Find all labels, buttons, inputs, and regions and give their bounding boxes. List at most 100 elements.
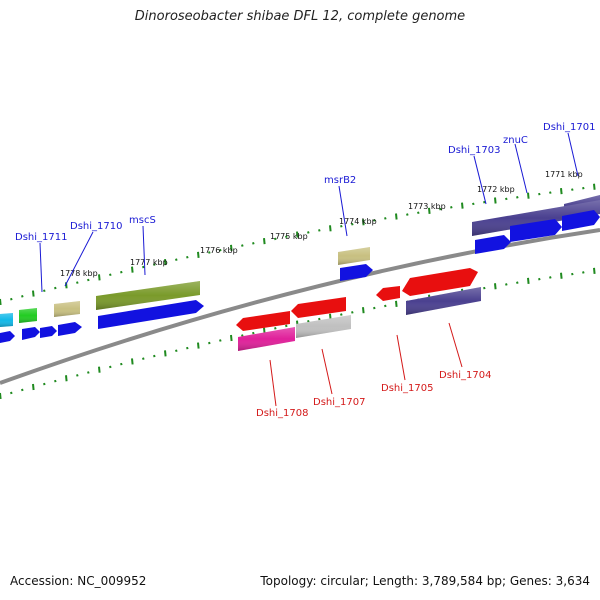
major-tick: [296, 231, 299, 238]
kbp-labels: 1771 kbp 1772 kbp 1773 kbp 1774 kbp 1775…: [60, 170, 583, 278]
kbp-label-1776: 1776 kbp: [200, 246, 238, 255]
minor-tick: [373, 306, 376, 310]
major-tick: [230, 244, 233, 251]
minor-tick: [483, 200, 486, 204]
minor-tick: [285, 324, 288, 328]
minor-tick: [87, 278, 90, 282]
gene-label-dshi-1701: Dshi_1701: [543, 122, 595, 133]
minor-tick: [208, 341, 211, 345]
major-tick: [494, 197, 497, 204]
gene-feature-dshi-1707[interactable]: [291, 297, 351, 338]
kbp-label-1777: 1777 kbp: [130, 258, 168, 267]
map-title: Dinoroseobacter shibae DFL 12, complete …: [134, 9, 466, 24]
minor-tick: [10, 391, 13, 395]
gene-feature-dshi-1710-top[interactable]: [54, 301, 80, 317]
gene-label-dshi-1704: Dshi_1704: [439, 370, 491, 381]
minor-tick: [340, 224, 343, 228]
major-tick: [32, 290, 35, 297]
major-tick: [98, 274, 101, 281]
gene-label-znuc: znuC: [503, 135, 528, 146]
forward-strand-features: [0, 195, 600, 343]
minor-tick: [43, 289, 46, 293]
minor-tick: [571, 188, 574, 191]
minor-tick: [582, 271, 585, 274]
kbp-label-1772: 1772 kbp: [477, 185, 515, 194]
major-tick: [593, 183, 596, 190]
kbp-label-1778: 1778 kbp: [60, 269, 98, 278]
major-tick: [527, 192, 530, 199]
minor-tick: [307, 231, 310, 234]
minor-tick: [538, 192, 541, 196]
minor-tick: [76, 281, 79, 284]
gene-feature-dshi-1711-top[interactable]: [19, 308, 37, 323]
gene-feature-dshi-1705[interactable]: [376, 286, 400, 301]
minor-tick: [186, 346, 189, 350]
gene-feature-msrb2-top[interactable]: [338, 247, 370, 265]
major-tick: [197, 342, 200, 349]
gene-label-dshi-1705: Dshi_1705: [381, 383, 433, 394]
gene-arrow-row-forward: [0, 210, 600, 343]
minor-tick: [582, 186, 585, 190]
major-tick: [164, 259, 167, 266]
kbp-label-1774: 1774 kbp: [339, 217, 377, 226]
minor-tick: [351, 222, 354, 226]
gene-feature-dshi-1704[interactable]: [402, 268, 481, 315]
major-tick: [560, 272, 563, 279]
major-tick: [0, 298, 2, 306]
kbp-label-1773: 1773 kbp: [408, 202, 446, 211]
minor-tick: [549, 191, 552, 194]
minor-tick: [175, 258, 178, 261]
minor-tick: [483, 286, 486, 290]
major-tick: [0, 392, 2, 400]
genome-backbone: [0, 228, 600, 385]
gene-feature-dshi-1708[interactable]: [236, 311, 295, 351]
minor-tick: [450, 206, 453, 209]
major-tick: [230, 334, 233, 342]
minor-tick: [549, 276, 552, 279]
minor-tick: [252, 331, 255, 335]
minor-tick: [285, 235, 288, 239]
major-tick: [560, 188, 563, 195]
minor-tick: [10, 297, 13, 301]
minor-tick: [274, 237, 277, 241]
minor-tick: [516, 281, 519, 284]
major-tick: [593, 267, 596, 274]
gene-feature-mscs-top[interactable]: [96, 281, 200, 310]
major-tick: [131, 266, 134, 273]
minor-tick: [384, 304, 387, 308]
minor-tick: [241, 244, 244, 247]
major-tick: [131, 358, 134, 365]
gene-label-mscs: mscS: [129, 215, 156, 226]
minor-tick: [505, 197, 508, 201]
minor-tick: [109, 273, 112, 277]
major-tick: [395, 213, 398, 220]
major-tick: [329, 225, 332, 232]
minor-tick: [208, 251, 211, 254]
minor-tick: [472, 202, 475, 206]
major-tick: [461, 202, 464, 209]
gene-label-dshi-1707: Dshi_1707: [313, 397, 365, 408]
minor-tick: [252, 242, 255, 245]
kbp-label-1775: 1775 kbp: [270, 232, 308, 241]
major-tick: [197, 251, 200, 258]
gene-feature-dshi-1703[interactable]: [472, 200, 600, 236]
minor-tick: [175, 349, 178, 353]
gene-feature-edge-top[interactable]: [0, 313, 13, 327]
minor-tick: [142, 357, 145, 360]
minor-tick: [351, 311, 354, 314]
minor-tick: [384, 217, 387, 220]
minor-tick: [21, 388, 24, 392]
kbp-label-1771: 1771 kbp: [545, 170, 583, 179]
minor-tick: [538, 277, 541, 281]
minor-tick: [54, 379, 57, 383]
major-tick: [65, 375, 68, 382]
major-tick: [395, 300, 398, 307]
genome-summary-text: Topology: circular; Length: 3,789,584 bp…: [260, 574, 590, 588]
gene-label-dshi-1703: Dshi_1703: [448, 145, 500, 156]
major-tick: [527, 277, 530, 284]
major-tick: [362, 307, 365, 314]
minor-tick: [76, 374, 79, 377]
minor-tick: [109, 365, 112, 369]
minor-tick: [120, 362, 123, 366]
